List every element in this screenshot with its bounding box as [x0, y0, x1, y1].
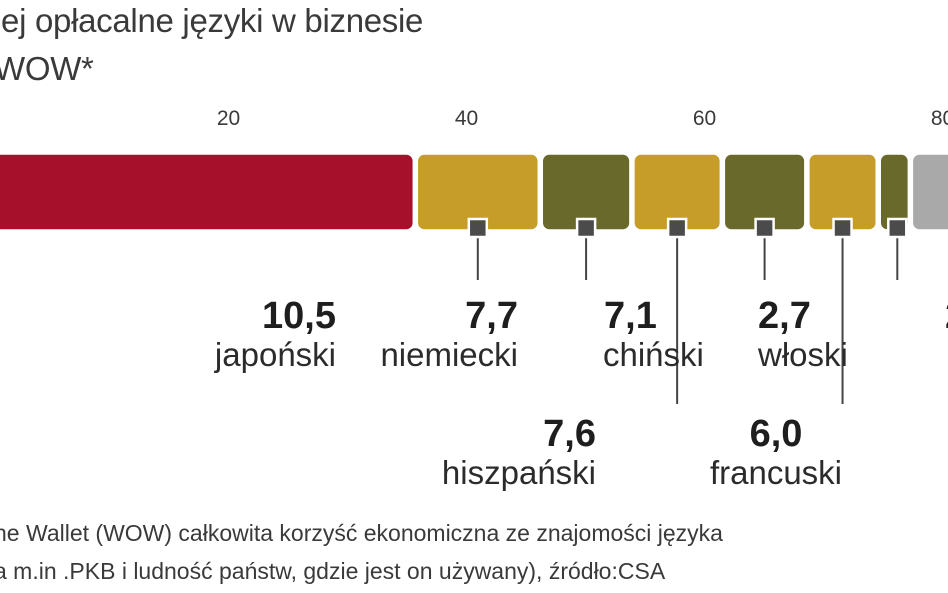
segment-value-label: 7,7 [465, 295, 518, 337]
segment-value-label: 2,7 [758, 295, 811, 337]
callout-marker [467, 217, 489, 239]
segment-name-label: francuski [710, 454, 842, 491]
segment-name-label: chiński [603, 336, 704, 373]
segment-name-label: japoński [214, 336, 336, 373]
segment-name-label: i [0, 336, 1, 373]
segment-value-label: 10,5 [262, 295, 336, 337]
axis-tick-label: 80 [931, 107, 948, 130]
callout-marker [887, 217, 908, 239]
axis-tick-label: 60 [693, 107, 716, 130]
segment-value-label: 6,0 [750, 413, 803, 455]
segment-name-label: niemiecki [380, 336, 518, 373]
segment-value-label: 2 [945, 295, 948, 337]
axis-tick-label: 20 [217, 107, 240, 130]
callout-marker [754, 217, 775, 239]
axis-tick-label: 40 [455, 107, 478, 130]
chart-title-line-2: WOW* [0, 50, 94, 87]
bar-segment-other [911, 153, 948, 231]
segment-value-label: 7,1 [604, 295, 657, 337]
callout-marker [666, 217, 688, 239]
segment-value-label: 7,6 [543, 413, 596, 455]
segment-name-label: hiszpański [442, 454, 596, 491]
footnote-line-2: a m.in .PKB i ludność państw, gdzie jest… [0, 558, 666, 584]
footnote-line-1: ne Wallet (WOW) całkowita korzyść ekonom… [0, 520, 723, 546]
callout-marker [575, 217, 597, 239]
chart-title-line-1: iej opłacalne języki w biznesie [0, 2, 424, 39]
bar-segment-i [0, 153, 415, 231]
segment-name-label: włoski [757, 336, 848, 373]
callout-marker [832, 217, 853, 239]
